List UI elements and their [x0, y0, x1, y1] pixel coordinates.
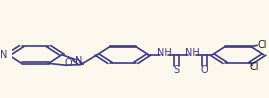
- Text: Cl: Cl: [257, 40, 267, 50]
- Text: S: S: [174, 65, 180, 75]
- Text: N: N: [75, 56, 83, 66]
- Text: NH: NH: [185, 48, 200, 58]
- Text: O: O: [201, 65, 208, 75]
- Text: NH: NH: [157, 48, 172, 58]
- Text: N: N: [0, 50, 7, 60]
- Text: O: O: [64, 58, 72, 68]
- Text: Cl: Cl: [250, 62, 259, 72]
